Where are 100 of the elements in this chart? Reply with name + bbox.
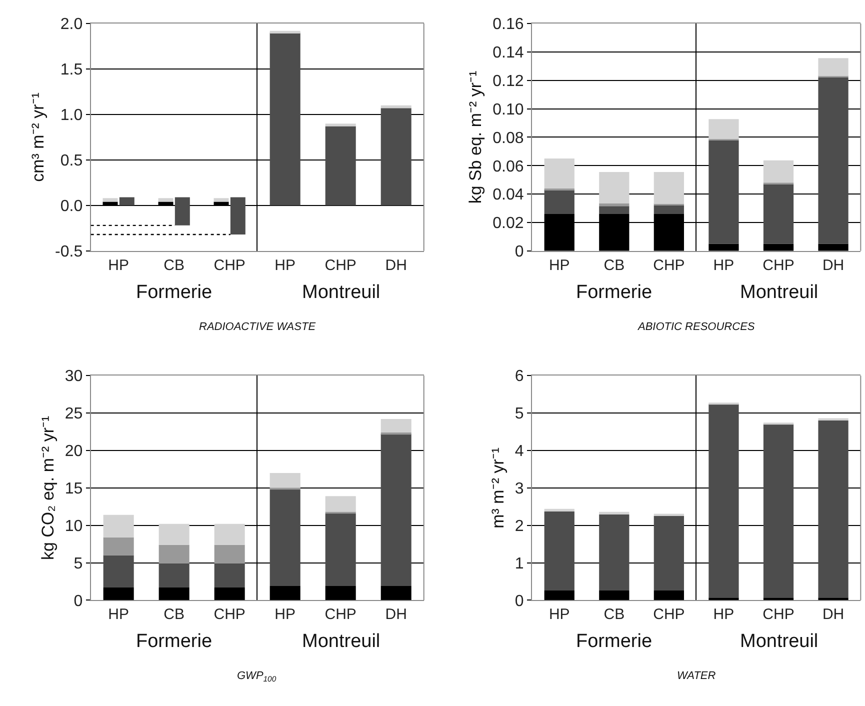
y-tick-label: 0.16 xyxy=(492,16,524,34)
y-tick-label: 15 xyxy=(64,480,83,498)
y-tick-label: 2.0 xyxy=(60,16,83,34)
y-tick-label: 6 xyxy=(514,368,524,386)
bar xyxy=(818,598,848,600)
y-axis-title: m³ m⁻² yr⁻¹ xyxy=(488,447,508,528)
bar xyxy=(599,206,630,214)
bar xyxy=(544,158,574,188)
text: Formerie xyxy=(576,631,652,652)
y-tick-label: 5 xyxy=(514,406,524,423)
text: GWP$_{100}$ xyxy=(237,670,277,684)
y-axis-title: kg Sb eq. m⁻² yr⁻¹ xyxy=(466,70,486,204)
x-tick-label: CB xyxy=(164,606,185,624)
bar xyxy=(103,588,134,600)
x-tick-label: CHP xyxy=(653,606,685,624)
text: Montreuil xyxy=(302,631,380,652)
y-axis-title: cm³ m⁻² yr⁻¹ xyxy=(28,92,48,182)
text: Formerie xyxy=(136,282,212,303)
bar xyxy=(158,588,190,600)
bar xyxy=(763,244,794,251)
x-tick-label: CHP xyxy=(214,256,246,274)
bar xyxy=(214,544,245,564)
bar xyxy=(380,419,412,433)
x-tick-label: HP xyxy=(108,606,129,624)
y-tick-label: 0.02 xyxy=(492,215,524,232)
bar xyxy=(708,140,739,244)
y-tick-label: 0 xyxy=(514,592,524,610)
x-tick-label: HP xyxy=(713,606,734,624)
text: Montreuil xyxy=(740,631,818,652)
x-tick-label: DH xyxy=(385,256,407,274)
bar xyxy=(763,184,794,244)
bar xyxy=(818,420,848,598)
bar xyxy=(708,119,739,140)
bar xyxy=(103,537,134,556)
bar xyxy=(599,590,630,600)
bar xyxy=(103,555,134,588)
bar xyxy=(380,586,412,600)
bar xyxy=(270,586,300,600)
text: Montreuil xyxy=(740,282,818,303)
bar xyxy=(158,544,190,564)
bar xyxy=(544,188,574,191)
y-tick-label: 25 xyxy=(64,406,83,423)
x-tick-label: CHP xyxy=(653,256,685,274)
bar xyxy=(103,514,134,538)
y-tick-label: 0 xyxy=(74,592,83,610)
x-tick-label: HP xyxy=(548,256,570,274)
y-tick-label: 2 xyxy=(514,518,524,535)
bar xyxy=(158,564,190,588)
y-tick-label: 0.08 xyxy=(492,130,524,147)
bar xyxy=(708,244,739,251)
text: Formerie xyxy=(136,631,212,652)
y-tick-label: 1.5 xyxy=(60,62,83,79)
x-tick-label: DH xyxy=(385,606,407,624)
y-tick-label: 5 xyxy=(74,555,83,572)
x-tick-label: CHP xyxy=(324,256,356,274)
bar xyxy=(654,172,684,204)
text: Formerie xyxy=(576,282,652,303)
bar xyxy=(158,524,190,545)
bar xyxy=(599,514,630,590)
bar xyxy=(270,489,300,586)
y-tick-label: 20 xyxy=(64,443,83,460)
x-tick-label: HP xyxy=(548,606,570,624)
x-tick-label: DH xyxy=(822,606,844,624)
y-tick-label: 10 xyxy=(64,518,83,535)
bar xyxy=(763,424,794,598)
x-tick-label: CB xyxy=(604,256,625,274)
bar xyxy=(214,588,245,600)
y-tick-label: 3 xyxy=(514,480,524,498)
bar xyxy=(654,516,684,590)
bar xyxy=(325,586,356,600)
bar xyxy=(544,508,574,512)
x-tick-label: HP xyxy=(713,256,734,274)
bar xyxy=(818,78,848,244)
bar xyxy=(544,190,574,214)
bar xyxy=(214,564,245,588)
text: ABIOTIC RESOURCES xyxy=(637,321,756,333)
bar xyxy=(818,244,848,251)
bar xyxy=(544,590,574,600)
bar xyxy=(599,172,630,204)
bar xyxy=(763,160,794,183)
x-tick-label: CB xyxy=(604,606,625,624)
y-tick-label: 0.04 xyxy=(492,186,524,204)
bar xyxy=(708,404,739,598)
bar xyxy=(270,472,300,488)
x-tick-label: CHP xyxy=(762,606,794,624)
bar xyxy=(380,434,412,586)
bar xyxy=(544,512,574,590)
bar xyxy=(325,496,356,512)
bar xyxy=(325,513,356,586)
x-tick-label: HP xyxy=(274,256,296,274)
y-tick-label: 0.5 xyxy=(60,152,83,170)
x-tick-label: CB xyxy=(164,256,185,274)
bar xyxy=(818,418,848,421)
bar xyxy=(214,524,245,545)
x-tick-label: CHP xyxy=(214,606,246,624)
y-tick-label: 1 xyxy=(514,555,524,572)
x-tick-label: HP xyxy=(108,256,129,274)
y-tick-label: 0.0 xyxy=(60,198,83,216)
y-tick-label: 0.06 xyxy=(492,158,524,176)
y-tick-label: 0.10 xyxy=(492,101,524,118)
